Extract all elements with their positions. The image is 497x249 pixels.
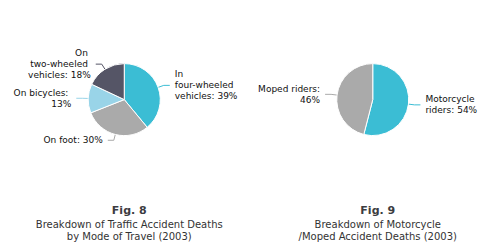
svg-text:Fig. 9: Fig. 9 xyxy=(360,204,395,217)
svg-text:two-wheeled: two-wheeled xyxy=(30,59,91,69)
svg-text:Motorcycle: Motorcycle xyxy=(425,94,477,104)
svg-text:by Mode of Travel (2003): by Mode of Travel (2003) xyxy=(67,231,192,242)
svg-text:46%: 46% xyxy=(297,95,320,105)
svg-text:Breakdown of Traffic Accident: Breakdown of Traffic Accident Deaths xyxy=(36,219,223,230)
svg-text:In: In xyxy=(175,69,186,79)
svg-text:On bicycles:: On bicycles: xyxy=(14,88,72,98)
svg-text:13%: 13% xyxy=(51,99,71,109)
svg-text:On foot: 30%: On foot: 30% xyxy=(44,135,104,145)
svg-text:Fig. 8: Fig. 8 xyxy=(112,204,147,217)
svg-text:On: On xyxy=(75,48,91,58)
svg-text:four-wheeled: four-wheeled xyxy=(175,80,237,90)
svg-text:riders: 54%: riders: 54% xyxy=(425,105,477,115)
svg-text:Breakdown of Motorcycle: Breakdown of Motorcycle xyxy=(315,219,441,230)
svg-text:/Moped Accident Deaths (2003): /Moped Accident Deaths (2003) xyxy=(299,231,457,242)
svg-text:vehicles: 18%: vehicles: 18% xyxy=(28,70,91,80)
svg-text:Moped riders:: Moped riders: xyxy=(258,84,320,94)
svg-text:vehicles: 39%: vehicles: 39% xyxy=(175,91,238,101)
